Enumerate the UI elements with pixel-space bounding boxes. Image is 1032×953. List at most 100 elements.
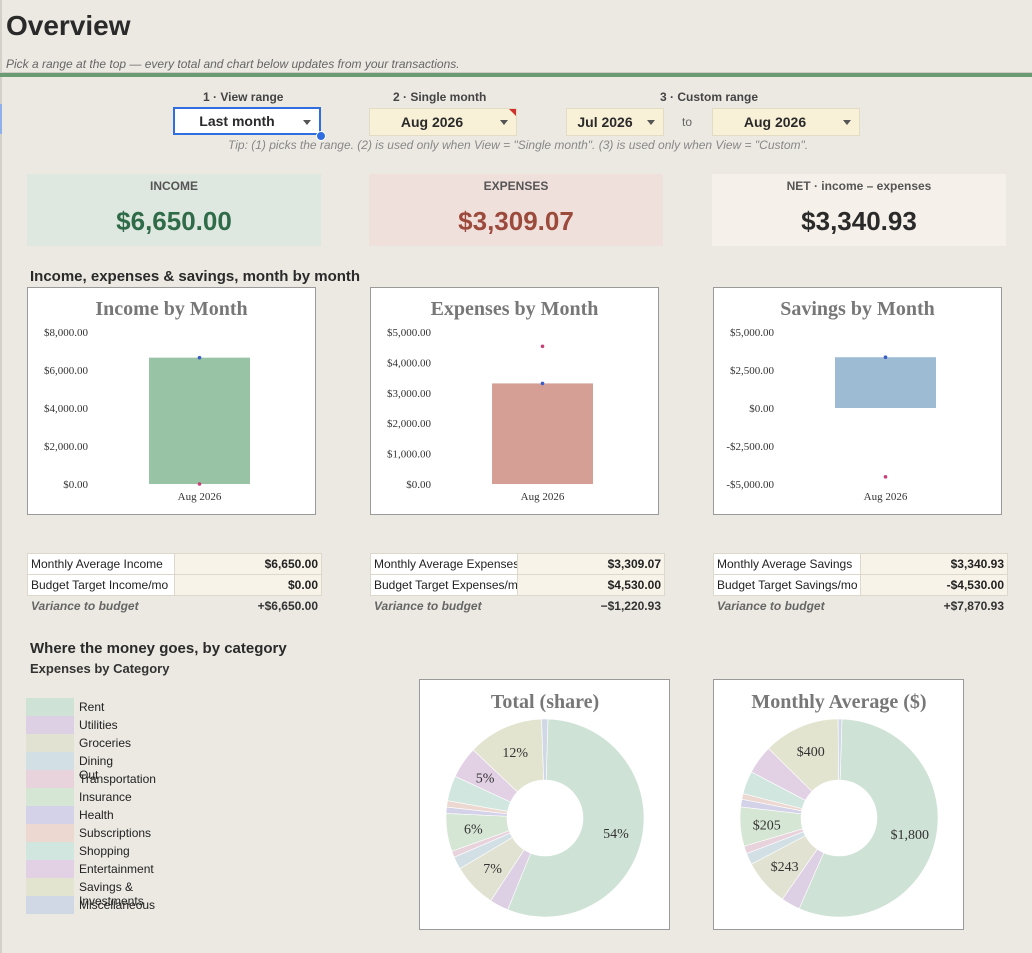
range-to-label: to — [682, 115, 693, 129]
legend-swatch — [26, 896, 74, 914]
table-row: Budget Target Savings/mo -$4,530.00 — [713, 574, 1008, 596]
pie-slice — [798, 718, 939, 918]
stat-value: +$7,870.93 — [943, 599, 1004, 613]
view-range-label: 1 · View range — [203, 90, 284, 104]
table-row: Monthly Average Savings $3,340.93 — [713, 553, 1008, 575]
legend-label: Insurance — [79, 790, 132, 804]
bar — [835, 357, 936, 408]
savings-chart-svg: Savings by Month -$5,000.00 -$2,500.00 $0.0… — [726, 298, 936, 503]
chart-title: Savings by Month — [780, 298, 935, 320]
legend-label: Entertainment — [79, 862, 154, 876]
expenses-chart-svg: Expenses by Month $0.00 $1,000.00 $2,000.00… — [387, 298, 599, 503]
custom-range-to-value: Aug 2026 — [743, 114, 807, 130]
legend-label: Shopping — [79, 844, 130, 858]
table-row: Variance to budget +$7,870.93 — [714, 596, 1008, 617]
y-tick-label: $2,000.00 — [387, 418, 432, 430]
legend-swatch — [26, 770, 74, 788]
expenses-card-label: EXPENSES — [483, 179, 549, 193]
chevron-down-icon[interactable] — [647, 120, 655, 125]
custom-range-from-value: Jul 2026 — [577, 114, 633, 130]
y-tick-label: $2,500.00 — [730, 365, 775, 377]
slice-label: 5% — [476, 771, 495, 786]
legend-label: Utilities — [79, 718, 118, 732]
page-subtitle: Pick a range at the top — every total an… — [6, 57, 460, 71]
slice-label: 6% — [464, 823, 483, 838]
legend-label: Miscellaneous — [79, 898, 156, 912]
y-tick-label: $4,000.00 — [44, 403, 89, 415]
chart-title: Monthly Average ($) — [751, 691, 926, 713]
stat-value: $3,340.93 — [860, 553, 1008, 575]
custom-range-from-dropdown[interactable]: Jul 2026 — [566, 108, 664, 136]
chevron-down-icon[interactable] — [500, 120, 508, 125]
stat-value: $4,530.00 — [517, 574, 665, 596]
table-row: Variance to budget −$1,220.93 — [371, 596, 665, 617]
table-row: Variance to budget +$6,650.00 — [28, 596, 322, 617]
legend-label: Groceries — [79, 736, 132, 750]
legend-swatch — [26, 698, 74, 716]
stat-name: Variance to budget — [717, 599, 825, 613]
stat-name: Variance to budget — [31, 599, 139, 613]
sheet-gutter — [0, 0, 2, 953]
net-card-label: NET · income – expenses — [786, 179, 932, 193]
chevron-down-icon[interactable] — [303, 120, 311, 125]
savings-by-month-chart[interactable]: Savings by Month -$5,000.00 -$2,500.00 $0.0… — [713, 287, 1002, 515]
pie-slice — [507, 718, 645, 918]
slice-label: $243 — [771, 860, 799, 875]
stat-value: $3,309.07 — [517, 553, 665, 575]
view-range-dropdown[interactable]: Last month — [173, 107, 321, 135]
legend-swatch — [26, 824, 74, 842]
stat-name: Monthly Average Savings — [713, 553, 861, 575]
marker-point — [540, 344, 545, 349]
monthly-section-heading: Income, expenses & savings, month by mon… — [30, 268, 361, 285]
legend-swatch — [26, 860, 74, 878]
table-row: Monthly Average Income $6,650.00 — [27, 553, 322, 575]
stat-name: Monthly Average Expenses — [370, 553, 518, 575]
slice-label: $205 — [753, 818, 781, 833]
income-by-month-chart[interactable]: Income by Month $0.00 $2,000.00 $4,000.00 $6… — [27, 287, 316, 515]
pie-slice — [837, 718, 843, 781]
income-chart-svg: Income by Month $0.00 $2,000.00 $4,000.00 $6… — [44, 298, 250, 503]
marker-point — [197, 482, 202, 486]
header-accent-bar — [0, 73, 1032, 77]
stat-name: Budget Target Savings/mo — [713, 574, 861, 596]
pie-slice — [541, 718, 549, 781]
single-month-dropdown[interactable]: Aug 2026 — [369, 108, 517, 136]
legend-swatch — [26, 878, 74, 896]
chart-title: Expenses by Month — [431, 298, 599, 320]
chart-title: Income by Month — [95, 298, 247, 320]
monthly-average-pie-chart[interactable]: Monthly Average ($) $1,800 $243 $205 $400 — [713, 679, 964, 930]
stat-value: -$4,530.00 — [860, 574, 1008, 596]
x-tick-label: Aug 2026 — [178, 491, 222, 503]
row-selection-marker — [0, 104, 2, 134]
selection-handle[interactable] — [316, 131, 326, 141]
legend-swatch — [26, 788, 74, 806]
net-card: NET · income – expenses $3,340.93 — [712, 174, 1006, 246]
y-tick-label: $3,000.00 — [387, 388, 432, 400]
table-row: Budget Target Expenses/mo $4,530.00 — [370, 574, 665, 596]
income-card-value: $6,650.00 — [116, 206, 232, 236]
income-card: INCOME $6,650.00 — [27, 174, 321, 246]
marker-point — [883, 475, 888, 479]
custom-range-to-dropdown[interactable]: Aug 2026 — [712, 108, 860, 136]
subtitle-divider — [0, 72, 1032, 73]
stat-name: Variance to budget — [374, 599, 482, 613]
expenses-card-value: $3,309.07 — [458, 206, 574, 236]
y-tick-label: $0.00 — [63, 479, 88, 491]
expenses-by-month-chart[interactable]: Expenses by Month $0.00 $1,000.00 $2,000.00… — [370, 287, 659, 515]
x-tick-label: Aug 2026 — [521, 491, 565, 503]
x-tick-label: Aug 2026 — [864, 491, 908, 503]
controls-tip: Tip: (1) picks the range. (2) is used on… — [228, 138, 809, 152]
marker-point — [883, 355, 888, 360]
stat-name: Budget Target Expenses/mo — [370, 574, 518, 596]
stat-value: $0.00 — [174, 574, 322, 596]
single-month-label: 2 · Single month — [393, 90, 487, 104]
expenses-card: EXPENSES $3,309.07 — [369, 174, 663, 246]
table-row: Monthly Average Expenses $3,309.07 — [370, 553, 665, 575]
expenses-stats-table: Monthly Average Expenses $3,309.07 Budget… — [370, 553, 665, 617]
monthly-average-svg: Monthly Average ($) $1,800 $243 $205 $400 — [739, 691, 939, 918]
total-share-pie-chart[interactable]: Total (share) 54% 7% 6% 5% 12% — [419, 679, 670, 930]
y-tick-label: $0.00 — [749, 403, 774, 415]
stat-value: +$6,650.00 — [257, 599, 318, 613]
custom-range-label: 3 · Custom range — [660, 90, 759, 104]
chevron-down-icon[interactable] — [843, 120, 851, 125]
